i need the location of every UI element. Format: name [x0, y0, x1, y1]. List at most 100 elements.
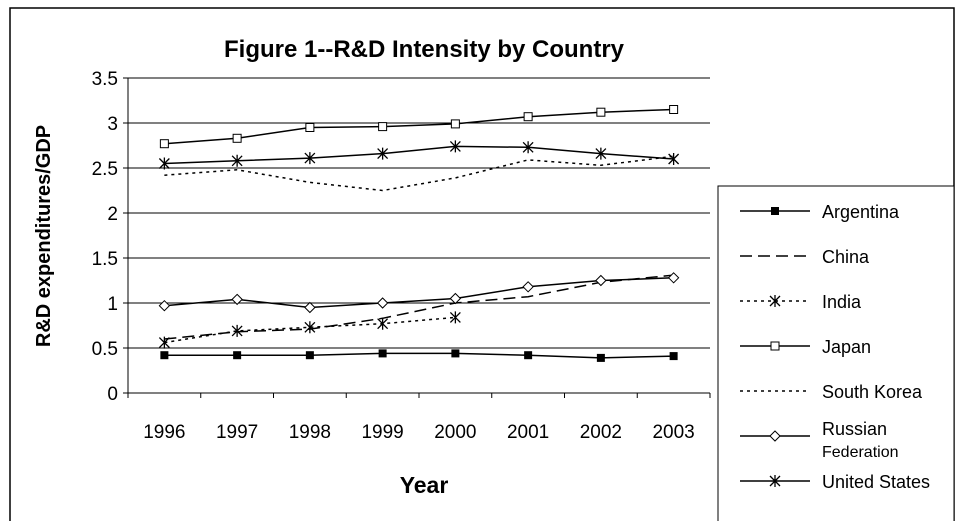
marker-square: [305, 123, 315, 132]
marker-square: [523, 112, 533, 122]
marker-asterisk: [158, 157, 170, 170]
marker-diamond: [522, 281, 534, 293]
marker-asterisk: [595, 147, 607, 160]
marker: [596, 107, 606, 117]
x-tick-label: 2003: [652, 422, 694, 443]
x-axis-label: Year: [400, 472, 449, 498]
marker: [595, 147, 607, 160]
y-tick-label: 3: [107, 114, 118, 135]
series-line: [164, 274, 674, 340]
marker-diamond: [667, 272, 680, 284]
x-tick-label: 1996: [143, 422, 185, 443]
marker-square: [669, 352, 678, 361]
marker: [233, 351, 242, 360]
marker: [378, 349, 387, 358]
marker-square: [305, 351, 314, 360]
legend-label: Argentina: [822, 202, 900, 222]
marker-square: [378, 349, 387, 358]
marker-square: [160, 351, 169, 360]
marker: [159, 139, 169, 149]
marker: [449, 292, 462, 305]
marker-asterisk: [231, 154, 243, 167]
marker-diamond: [769, 430, 781, 442]
marker-square: [450, 119, 460, 129]
marker: [523, 112, 533, 122]
y-tick-label: 3.5: [92, 69, 118, 90]
legend-label: United States: [822, 472, 930, 492]
marker-diamond: [304, 301, 316, 314]
marker-diamond: [231, 293, 243, 306]
marker: [769, 295, 781, 307]
series-line: [164, 316, 456, 344]
y-tick-label: 0.5: [92, 339, 118, 360]
y-tick-label: 1: [107, 294, 118, 315]
y-tick-label: 1.5: [92, 249, 118, 270]
marker-asterisk: [522, 141, 534, 154]
marker-asterisk: [377, 317, 389, 330]
marker-square: [232, 133, 242, 143]
marker: [377, 317, 389, 330]
marker-square: [524, 351, 533, 360]
marker-asterisk: [449, 311, 461, 324]
marker: [771, 207, 779, 215]
marker-asterisk: [304, 152, 316, 165]
marker-square: [771, 207, 779, 215]
marker: [769, 430, 781, 442]
x-tick-label: 2000: [434, 422, 476, 443]
marker: [522, 141, 534, 154]
series-line: [164, 277, 674, 309]
marker: [231, 293, 243, 306]
series-line: [164, 108, 674, 145]
marker: [158, 157, 170, 170]
marker: [668, 153, 680, 165]
marker-square: [596, 107, 606, 117]
marker-asterisk: [377, 147, 389, 160]
marker-square: [596, 353, 605, 362]
x-tick-label: 1998: [289, 422, 331, 443]
marker-diamond: [595, 274, 607, 287]
marker: [304, 152, 316, 165]
marker-square: [669, 105, 679, 114]
marker: [596, 353, 605, 362]
marker: [770, 341, 780, 351]
marker: [595, 274, 607, 287]
marker: [378, 122, 388, 132]
marker: [769, 475, 781, 487]
marker-square: [159, 139, 169, 149]
marker-asterisk: [668, 153, 680, 165]
legend-box: [717, 185, 955, 521]
marker: [231, 324, 243, 337]
x-tick-label: 2001: [507, 422, 549, 443]
marker-diamond: [449, 292, 462, 305]
marker-asterisk: [449, 140, 461, 153]
marker: [232, 133, 242, 143]
legend-label: Russian Federation: [822, 419, 899, 461]
marker: [304, 301, 316, 314]
marker: [158, 299, 171, 312]
marker: [231, 154, 243, 167]
chart-title: Figure 1--R&D Intensity by Country: [224, 36, 625, 63]
marker: [377, 147, 389, 160]
marker: [449, 140, 461, 153]
marker-asterisk: [158, 336, 170, 349]
x-tick-label: 1999: [361, 422, 403, 443]
marker-asterisk: [769, 475, 781, 487]
marker: [524, 351, 533, 360]
marker-square: [233, 351, 242, 360]
x-tick-label: 2002: [580, 422, 622, 443]
marker: [449, 311, 461, 324]
marker: [304, 321, 316, 334]
marker: [669, 105, 679, 114]
marker-asterisk: [769, 295, 781, 307]
marker-diamond: [376, 297, 389, 309]
legend-label: China: [822, 247, 870, 267]
marker-asterisk: [231, 324, 243, 337]
marker: [376, 297, 389, 309]
marker-square: [378, 122, 388, 132]
x-tick-label: 1997: [216, 422, 258, 443]
y-tick-label: 2.5: [92, 159, 118, 180]
marker-square: [451, 349, 460, 358]
y-tick-label: 2: [107, 204, 118, 225]
